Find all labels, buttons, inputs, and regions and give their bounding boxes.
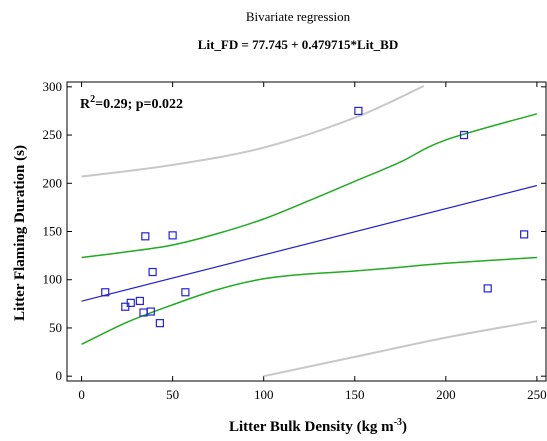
plot-area: 0 50 100 150 200 250 0 50 100 150 200 250 300: [43, 79, 547, 402]
data-point: [141, 232, 150, 241]
prediction-upper-line: [81, 84, 425, 178]
x-tick-label: 150: [345, 387, 365, 402]
x-tick-label: 200: [436, 387, 456, 402]
regression-line: [81, 184, 538, 302]
chart-subtitle: Lit_FD = 77.745 + 0.479715*Lit_BD: [198, 37, 398, 52]
data-point: [181, 288, 190, 297]
data-point: [126, 298, 135, 307]
data-point: [146, 307, 155, 316]
y-tick-label: 250: [43, 127, 63, 142]
x-axis-label-main: Litter Bulk Density (kg m: [229, 419, 394, 435]
y-tick-label: 200: [43, 175, 63, 190]
prediction-lower-line: [263, 320, 538, 378]
data-point: [155, 319, 164, 328]
y-axis-label: Litter Flaming Duration (s): [12, 145, 28, 321]
data-point: [101, 288, 110, 297]
data-point: [520, 230, 529, 239]
y-tick-label: 50: [49, 320, 62, 335]
annotation-r2-p: R2=0.29; p=0.022: [80, 94, 183, 112]
y-tick-label: 150: [43, 224, 63, 239]
x-axis-label-close: ): [402, 419, 407, 435]
confidence-upper-line: [81, 113, 538, 259]
annotation-r: R: [80, 97, 91, 112]
data-point: [483, 284, 492, 293]
y-tick-label: 0: [56, 368, 63, 383]
x-tick-label: 250: [527, 387, 547, 402]
confidence-lower-line: [81, 256, 537, 345]
x-axis-label-superscript: -3: [394, 417, 402, 428]
x-tick-label: 0: [78, 387, 85, 402]
data-point: [148, 267, 157, 277]
y-tick-label: 300: [43, 79, 63, 94]
x-axis-label: Litter Bulk Density (kg m-3): [229, 417, 407, 435]
data-point: [459, 130, 469, 140]
data-point: [168, 231, 177, 240]
annotation-superscript: 2: [90, 94, 95, 105]
x-tick-label: 100: [254, 387, 274, 402]
y-tick-label: 100: [43, 272, 63, 287]
data-point: [135, 296, 144, 306]
data-point: [354, 106, 363, 116]
plot-frame: [66, 81, 547, 382]
chart-title: Bivariate regression: [246, 9, 351, 24]
annotation-rest: =0.29; p=0.022: [95, 97, 183, 112]
x-tick-label: 50: [166, 387, 179, 402]
